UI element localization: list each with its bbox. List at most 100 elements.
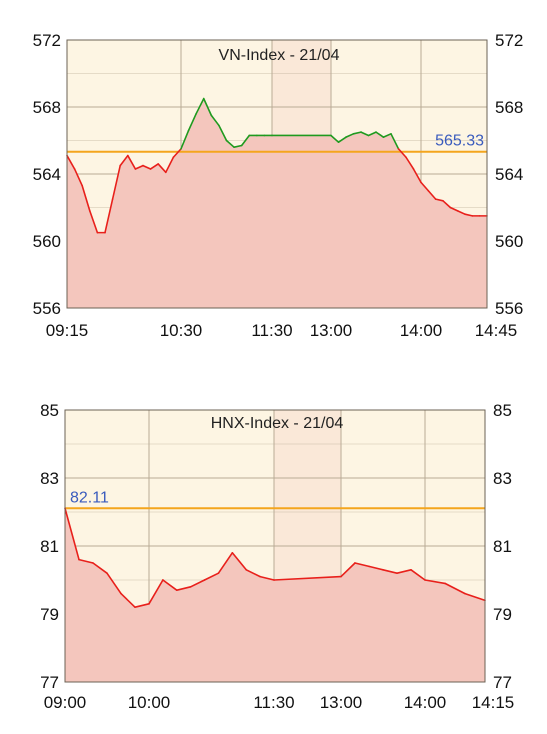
series-line-segment [175,586,192,591]
series-line-segment [273,575,342,581]
y-tick-label-right: 560 [495,232,523,251]
y-tick-label-left: 564 [33,165,61,184]
x-tick-label: 14:15 [472,693,515,712]
series-line-segment [464,213,474,217]
series-line-segment [134,164,144,170]
y-tick-label-right: 572 [495,31,523,50]
series-line-segment [345,133,355,138]
series-line-segment [396,569,412,574]
series-line-segment [352,131,362,135]
series-line-segment [245,569,261,578]
series-line-segment [203,572,220,581]
series-line-segment [382,569,398,574]
y-tick-label-right: 81 [493,537,512,556]
y-tick-label-right: 77 [493,673,512,692]
series-line-segment [106,572,122,595]
series-line-segment [142,164,152,170]
series-line-segment [442,200,452,209]
x-tick-label: 13:00 [310,321,353,340]
series-line-segment [456,210,466,215]
series-line-segment [397,148,407,159]
x-tick-label: 11:30 [251,321,292,340]
series-line-segment [134,603,150,608]
x-tick-label: 13:00 [320,693,363,712]
series-line-segment [424,579,446,585]
series-line-segment [367,131,377,137]
series-line-segment [180,129,190,150]
plot-border [64,409,486,683]
series-line-segment [165,156,175,174]
chart-title: VN-Index - 21/04 [219,47,340,64]
y-tick-label-left: 572 [33,31,61,50]
series-line-segment [81,184,91,212]
vn-index-svg: 565.33 VN-Index - 21/04 572 572 568 568 564 564… [33,31,524,340]
series-line-segment [148,579,164,605]
y-tick-label-right: 564 [495,165,523,184]
reference-value-label: 565.33 [435,133,484,150]
plot-border [66,39,488,309]
y-tick-label-right: 556 [495,299,523,318]
y-tick-label-left: 81 [40,537,59,556]
series-line-segment [340,562,356,578]
vn-index-chart: 565.33 VN-Index - 21/04 572 572 568 568 564 564… [0,0,547,350]
series-line-segment [195,97,205,115]
y-tick-label-right: 85 [493,401,512,420]
series-line-segment [64,507,80,561]
series-line-segment [449,206,459,212]
y-tick-label-right: 83 [493,469,512,488]
series-line-segment [127,154,137,170]
series-line-segment [78,558,94,564]
series-line-segment [382,133,392,138]
series-line-segment [240,134,251,147]
series-line-segment [210,114,220,127]
series-line-segment [217,552,234,574]
chart-title: HNX-Index - 21/04 [211,415,344,432]
series-line-segment [231,552,248,571]
y-tick-label-left: 560 [33,232,61,251]
y-tick-label-right: 79 [493,605,512,624]
series-line-segment [360,131,370,137]
series-line-segment [354,562,370,568]
y-tick-label-left: 79 [40,605,59,624]
y-tick-label-left: 83 [40,469,59,488]
series-line-segment [218,124,228,142]
series-line-segment [89,210,99,234]
series-line-segment [104,198,114,234]
series-line-segment [427,189,437,200]
series-line-segment [259,575,275,581]
series-line-segment [420,181,430,192]
y-tick-label-left: 568 [33,98,61,117]
series-line-segment [434,198,444,202]
y-tick-label-left: 77 [40,673,59,692]
x-tick-label: 14:00 [400,321,443,340]
x-tick-label: 09:15 [46,321,89,340]
series-line-segment [187,112,197,132]
series-line-segment [92,562,108,574]
series-line-segment [225,139,235,148]
series-line-segment [189,579,206,588]
y-tick-label-left: 556 [33,299,61,318]
series-line-segment [202,97,213,117]
series-area [65,508,485,682]
series-line-segment [162,579,178,591]
x-tick-label: 14:45 [475,321,518,340]
series-line-segment [375,131,385,138]
x-tick-label: 14:00 [404,693,447,712]
series-line-segment [410,569,426,581]
hnx-index-svg: 82.11 HNX-Index - 21/04 85 85 83 83 81 81 79 79 77… [40,401,515,712]
series-line-segment [390,133,400,150]
series-line-segment [444,582,466,595]
series-line-segment [233,144,243,148]
series-line-segment [368,565,384,571]
x-tick-label: 10:30 [160,321,203,340]
x-tick-label: 10:00 [128,693,171,712]
series-line-segment [330,134,340,143]
series-line-segment [149,163,159,170]
series-line-segment [111,164,121,200]
series-line-segment [157,163,167,174]
series-line-segment [412,168,422,184]
x-tick-label: 11:30 [253,693,294,712]
series-line-segment [337,136,347,143]
series-line-segment [73,168,83,187]
hnx-index-chart: 82.11 HNX-Index - 21/04 85 85 83 83 81 81 79 79 77… [0,370,547,734]
